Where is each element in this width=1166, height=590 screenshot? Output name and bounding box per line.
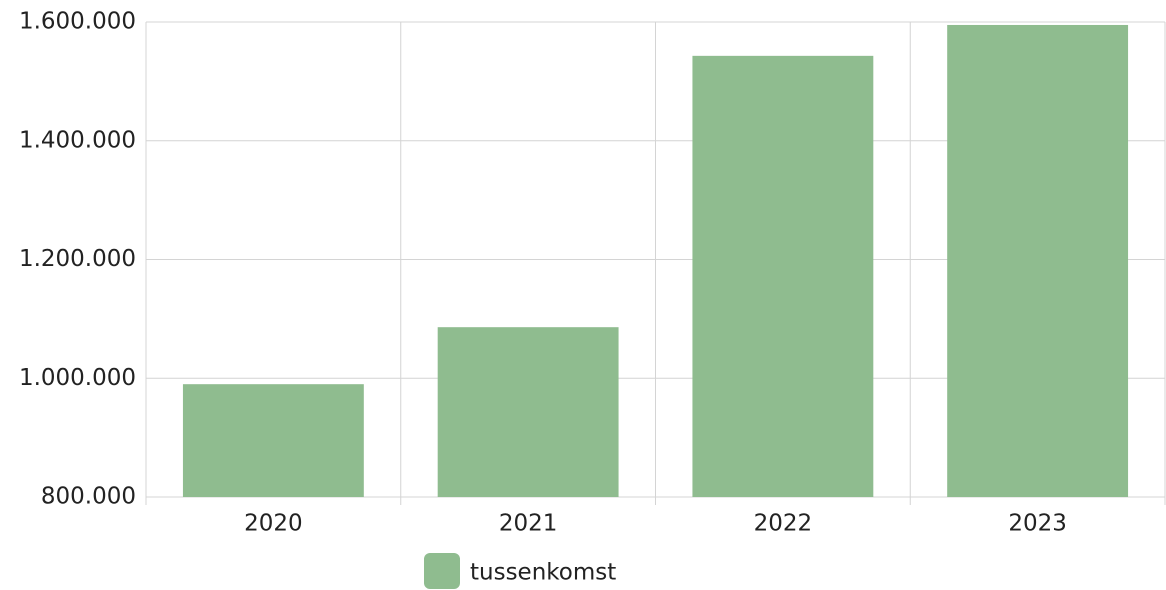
legend-swatch [424,553,460,589]
x-tick-label: 2020 [244,511,303,537]
x-tick-label: 2021 [499,511,558,537]
bar [692,55,874,497]
legend-label: tussenkomst [470,560,616,586]
y-tick-label: 1.000.000 [19,365,136,391]
bar [947,24,1129,497]
bar [437,327,619,497]
x-tick-label: 2022 [754,511,813,537]
y-tick-label: 1.200.000 [19,246,136,272]
bar [182,384,364,497]
x-tick-label: 2023 [1008,511,1067,537]
y-tick-label: 800.000 [41,484,136,510]
y-tick-label: 1.400.000 [19,127,136,153]
y-tick-label: 1.600.000 [19,9,136,35]
